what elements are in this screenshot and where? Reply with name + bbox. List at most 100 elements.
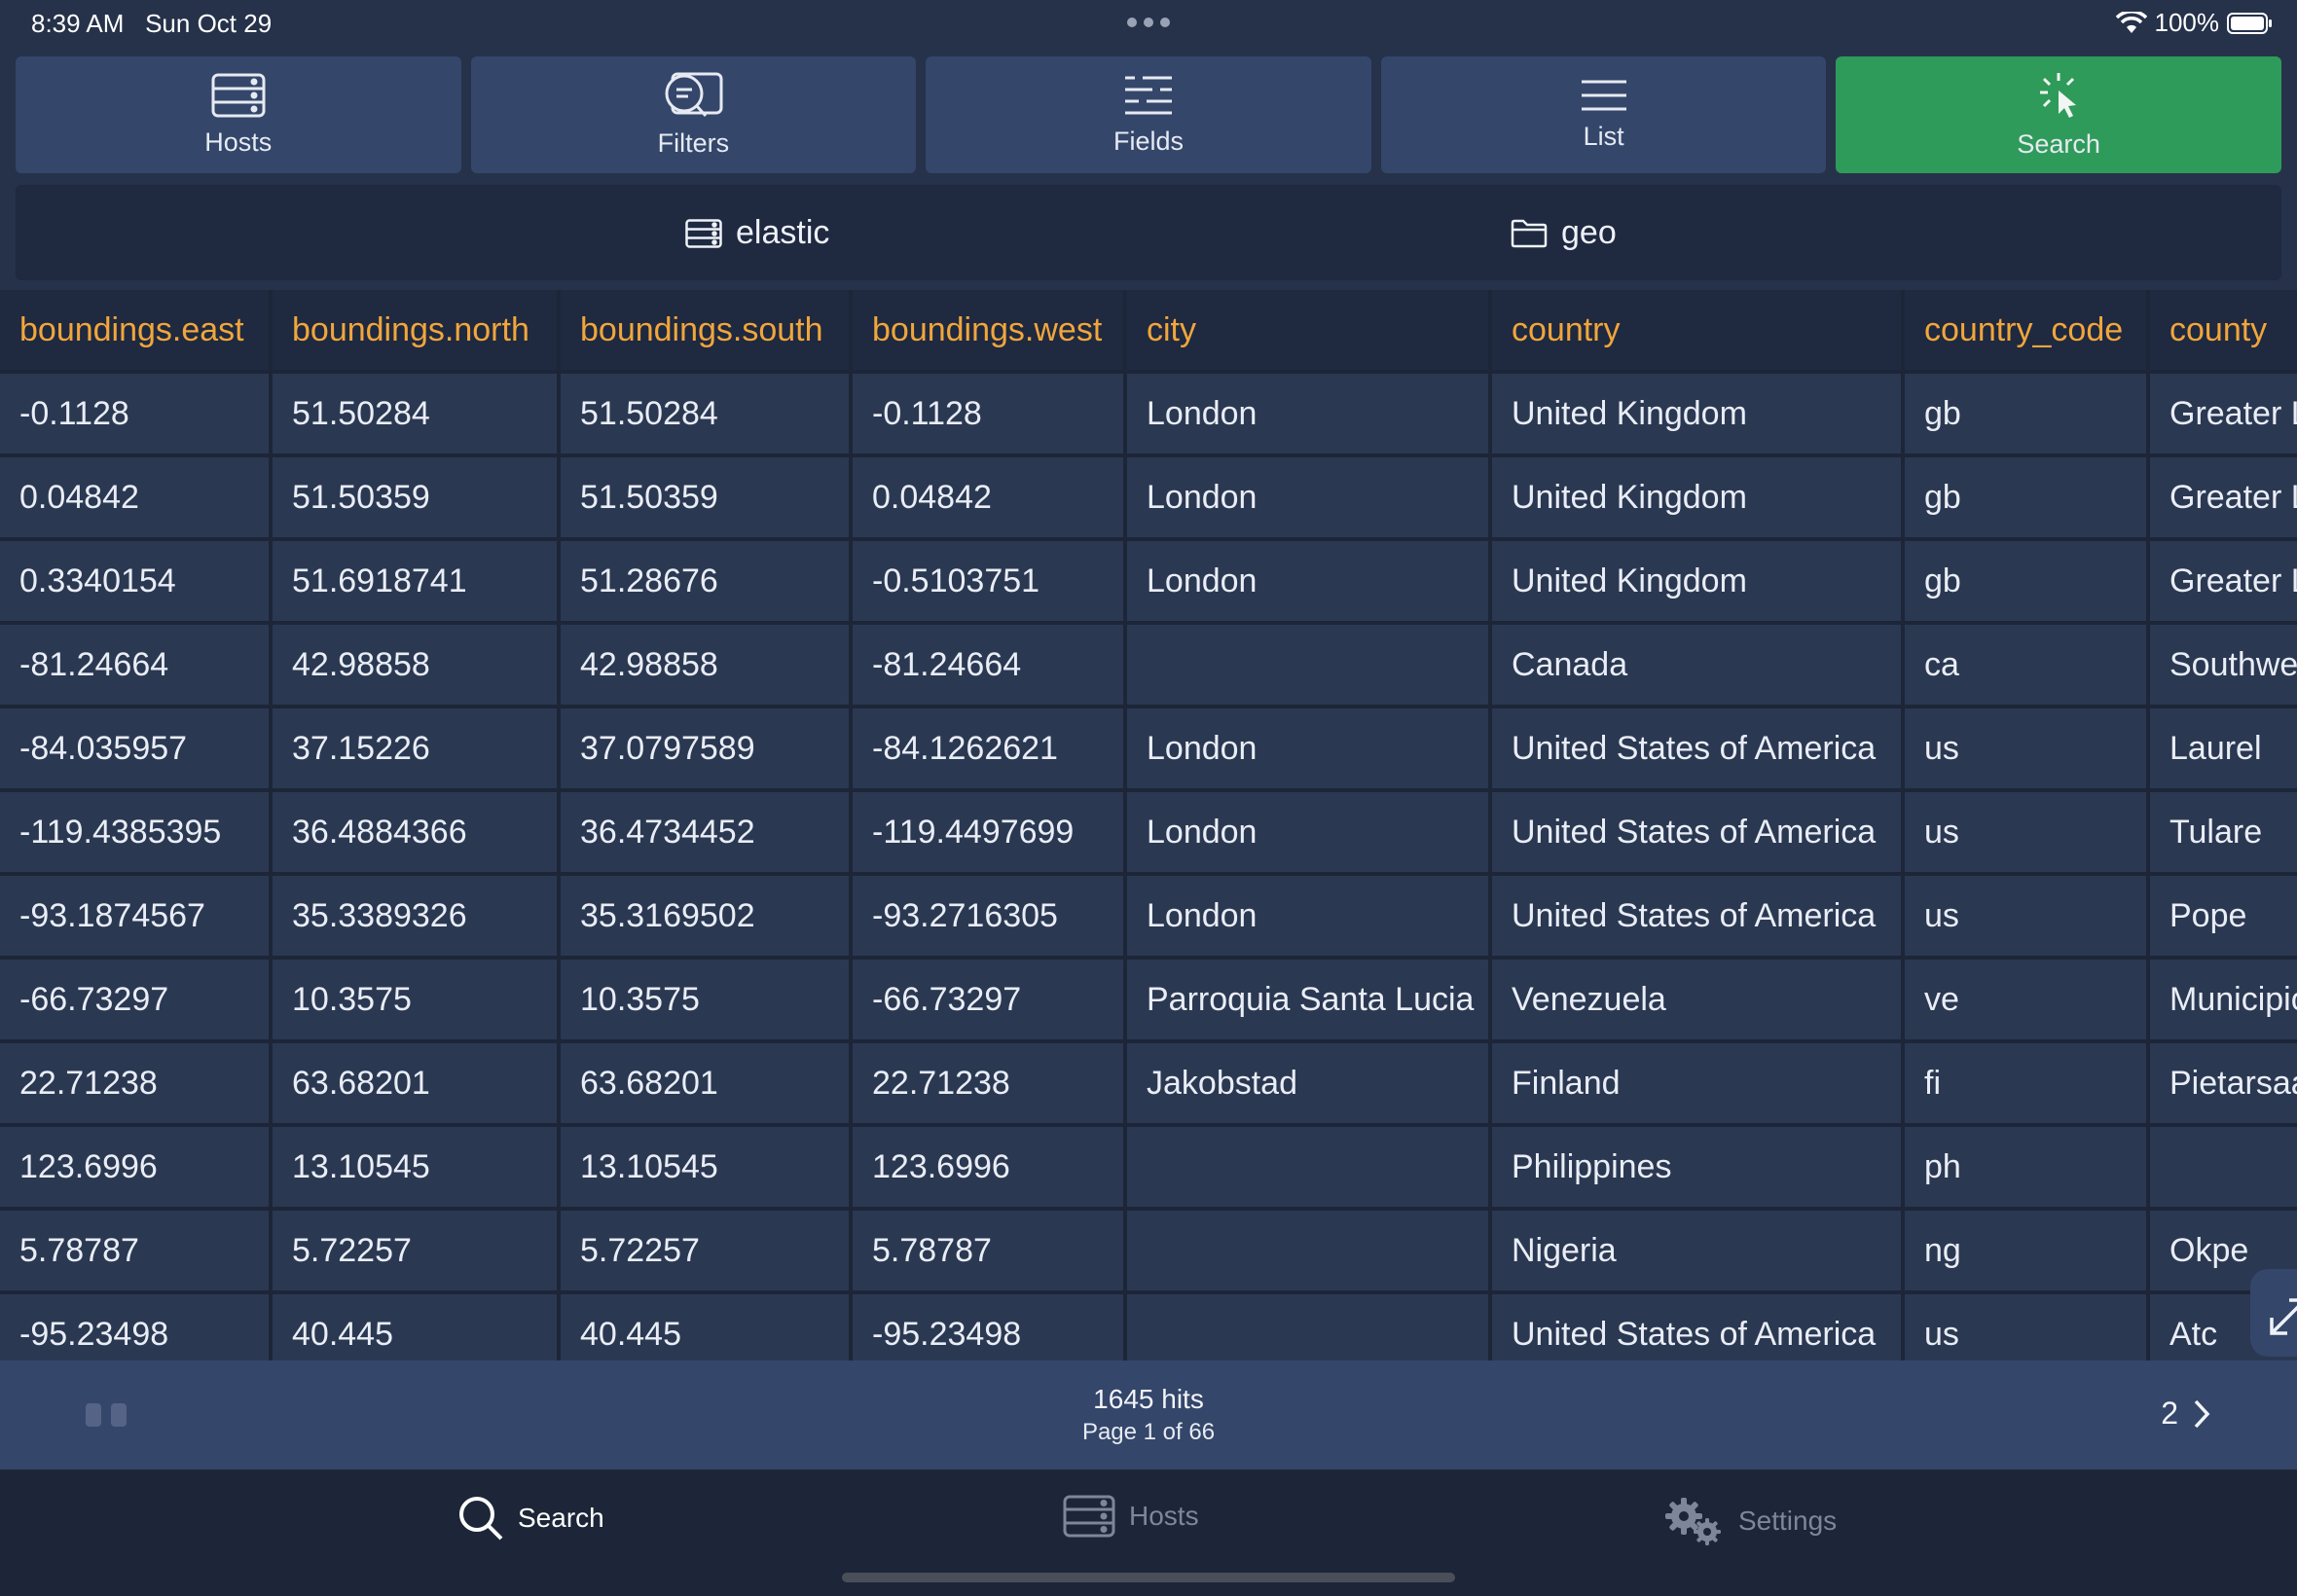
table-cell-boundings-west: -0.1128 [851, 372, 1127, 457]
column-header[interactable]: boundings.east [0, 290, 273, 374]
table-cell-boundings-east: -93.1874567 [0, 874, 273, 960]
search-button[interactable]: Search [1836, 56, 2281, 173]
table-cell-country-code: us [1903, 790, 2150, 876]
column-header[interactable]: boundings.south [559, 290, 853, 374]
table-cell-country-code: gb [1903, 372, 2150, 457]
table-cell-country-code: gb [1903, 455, 2150, 541]
expand-icon [2270, 1298, 2297, 1335]
tab-search[interactable]: Search [457, 1495, 604, 1542]
tab-settings[interactable]: Settings [1662, 1495, 1837, 1547]
cursor-click-icon [2040, 72, 2077, 118]
top-toolbar: Hosts Filters Fields List Search [16, 56, 2281, 173]
magnifier-icon [459, 1497, 503, 1541]
table-cell-boundings-north: 35.3389326 [271, 874, 561, 960]
battery-icon [2227, 12, 2272, 34]
wifi-icon [2115, 11, 2147, 33]
table-cell-county: Southwe [2148, 623, 2297, 708]
table-cell-boundings-west: -81.24664 [851, 623, 1127, 708]
tab-hosts-label: Hosts [1129, 1501, 1199, 1531]
server-icon [211, 73, 266, 117]
table-row[interactable]: -95.23498 40.445 40.445 -95.23498 United Sta… [0, 1292, 2297, 1360]
table-cell-boundings-east: -95.23498 [0, 1292, 273, 1360]
table-cell-county: Tulare [2148, 790, 2297, 876]
hosts-button[interactable]: Hosts [16, 56, 461, 173]
table-row[interactable]: 0.3340154 51.6918741 51.28676 -0.5103751 Lon… [0, 539, 2297, 625]
results-table-container[interactable]: boundings.east boundings.north boundings… [0, 290, 2297, 1360]
table-cell-boundings-south: 51.50284 [559, 372, 853, 457]
multitask-dots-icon[interactable] [1126, 17, 1171, 28]
table-row[interactable]: -119.4385395 36.4884366 36.4734452 -119.449… [0, 790, 2297, 876]
table-cell-boundings-east: 22.71238 [0, 1041, 273, 1127]
table-cell-city [1125, 623, 1492, 708]
table-row[interactable]: 22.71238 63.68201 63.68201 22.71238 Jakobsta… [0, 1041, 2297, 1127]
host-selector[interactable]: elastic [685, 214, 829, 252]
table-cell-boundings-west: 123.6996 [851, 1125, 1127, 1211]
table-cell-boundings-west: -0.5103751 [851, 539, 1127, 625]
table-header-row: boundings.east boundings.north boundings… [0, 290, 2297, 374]
table-cell-city: London [1125, 372, 1492, 457]
next-page-button[interactable]: 2 [2161, 1396, 2211, 1432]
table-cell-boundings-north: 40.445 [271, 1292, 561, 1360]
table-row[interactable]: 0.04842 51.50359 51.50359 0.04842 London Unit… [0, 455, 2297, 541]
column-header[interactable]: country_code [1903, 290, 2150, 374]
table-cell-country-code: ph [1903, 1125, 2150, 1211]
filter-search-icon [665, 72, 723, 117]
status-date: Sun Oct 29 [145, 9, 273, 38]
table-cell-country: United States of America [1490, 790, 1905, 876]
table-cell-county: Pope [2148, 874, 2297, 960]
table-cell-boundings-north: 37.15226 [271, 707, 561, 792]
table-row[interactable]: -0.1128 51.50284 51.50284 -0.1128 London Unit… [0, 372, 2297, 457]
table-cell-boundings-north: 36.4884366 [271, 790, 561, 876]
pause-icon[interactable] [86, 1403, 127, 1427]
fields-button[interactable]: Fields [926, 56, 1371, 173]
filters-button[interactable]: Filters [470, 56, 917, 173]
table-cell-city [1125, 1292, 1492, 1360]
column-header[interactable]: boundings.north [271, 290, 561, 374]
table-cell-city [1125, 1209, 1492, 1294]
table-cell-boundings-west: 0.04842 [851, 455, 1127, 541]
table-cell-county: Municipio [2148, 958, 2297, 1043]
column-header[interactable]: country [1490, 290, 1905, 374]
column-header[interactable]: city [1125, 290, 1492, 374]
hits-count: 1645 hits [1093, 1384, 1204, 1414]
table-cell-boundings-south: 13.10545 [559, 1125, 853, 1211]
table-row[interactable]: -81.24664 42.98858 42.98858 -81.24664 Canada… [0, 623, 2297, 708]
table-row[interactable]: 5.78787 5.72257 5.72257 5.78787 Nigeria ng Okp… [0, 1209, 2297, 1294]
expand-button[interactable] [2250, 1269, 2297, 1357]
table-cell-boundings-east: -81.24664 [0, 623, 273, 708]
table-cell-boundings-south: 36.4734452 [559, 790, 853, 876]
table-cell-boundings-south: 10.3575 [559, 958, 853, 1043]
table-cell-boundings-north: 5.72257 [271, 1209, 561, 1294]
table-cell-country: United Kingdom [1490, 539, 1905, 625]
table-cell-boundings-west: 5.78787 [851, 1209, 1127, 1294]
column-header[interactable]: boundings.west [851, 290, 1127, 374]
list-button[interactable]: List [1380, 56, 1827, 173]
tab-search-label: Search [518, 1503, 604, 1533]
table-row[interactable]: -66.73297 10.3575 10.3575 -66.73297 Parroqui… [0, 958, 2297, 1043]
server-icon [685, 218, 722, 248]
table-cell-boundings-south: 37.0797589 [559, 707, 853, 792]
table-cell-boundings-south: 42.98858 [559, 623, 853, 708]
table-cell-city [1125, 1125, 1492, 1211]
table-cell-city: London [1125, 707, 1492, 792]
table-row[interactable]: -93.1874567 35.3389326 35.3169502 -93.27163… [0, 874, 2297, 960]
column-header[interactable]: county [2148, 290, 2297, 374]
table-row[interactable]: 123.6996 13.10545 13.10545 123.6996 Philippi… [0, 1125, 2297, 1211]
table-cell-country-code: us [1903, 1292, 2150, 1360]
table-cell-boundings-north: 63.68201 [271, 1041, 561, 1127]
table-row[interactable]: -84.035957 37.15226 37.0797589 -84.1262621 L… [0, 707, 2297, 792]
host-name: elastic [736, 214, 830, 251]
tab-hosts[interactable]: Hosts [1063, 1495, 1199, 1538]
table-cell-boundings-north: 10.3575 [271, 958, 561, 1043]
table-cell-county: Laurel [2148, 707, 2297, 792]
table-cell-country-code: us [1903, 707, 2150, 792]
table-cell-country: United States of America [1490, 707, 1905, 792]
table-cell-boundings-north: 51.50359 [271, 455, 561, 541]
pagination-bar: 1645 hits Page 1 of 66 2 [0, 1360, 2297, 1469]
index-selector[interactable]: geo [1511, 214, 1617, 252]
table-cell-boundings-east: -66.73297 [0, 958, 273, 1043]
table-cell-country: Canada [1490, 623, 1905, 708]
table-cell-boundings-west: -66.73297 [851, 958, 1127, 1043]
home-indicator[interactable] [842, 1573, 1455, 1582]
table-cell-boundings-east: -84.035957 [0, 707, 273, 792]
